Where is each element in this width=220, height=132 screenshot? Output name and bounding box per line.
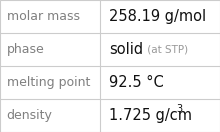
Text: phase: phase <box>7 43 44 56</box>
Text: 1.725 g/cm: 1.725 g/cm <box>109 108 192 123</box>
Text: density: density <box>7 109 53 122</box>
Text: 3: 3 <box>176 104 182 114</box>
Text: 92.5 °C: 92.5 °C <box>109 75 164 90</box>
Text: (at STP): (at STP) <box>144 44 188 55</box>
Text: molar mass: molar mass <box>7 10 80 23</box>
Text: solid: solid <box>109 42 143 57</box>
Text: melting point: melting point <box>7 76 90 89</box>
Text: 258.19 g/mol: 258.19 g/mol <box>109 9 206 24</box>
